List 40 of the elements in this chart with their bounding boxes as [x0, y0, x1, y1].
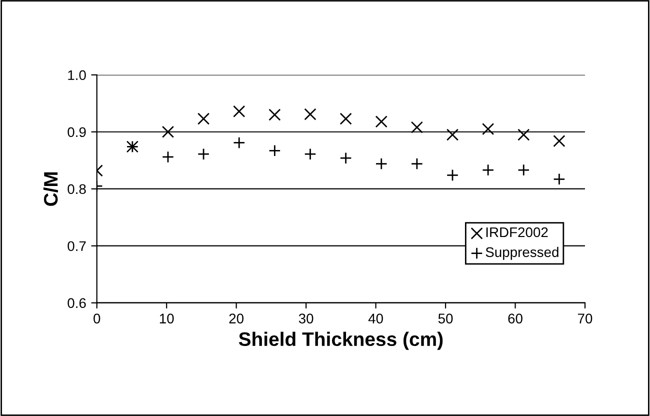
- point: [233, 105, 246, 118]
- x-tick-label: 20: [229, 314, 244, 324]
- legend-label: Suppressed: [486, 246, 558, 260]
- point: [197, 148, 210, 160]
- y-axis-title: C/M: [43, 172, 58, 206]
- point: [268, 144, 281, 157]
- x-tick-label: 60: [508, 314, 522, 324]
- point: [340, 152, 352, 164]
- point: [482, 122, 494, 136]
- legend-label: IRDF2002: [486, 227, 548, 238]
- x-tick-label: 10: [160, 314, 174, 324]
- y-tick-label: 0.9: [68, 127, 86, 138]
- point: [268, 108, 281, 121]
- point: [482, 164, 494, 176]
- y-tick-label: 1.0: [68, 70, 86, 80]
- x-tick-label: 70: [578, 314, 592, 324]
- point: [446, 169, 459, 182]
- point: [162, 126, 174, 138]
- point: [410, 121, 424, 134]
- point: [553, 134, 566, 148]
- point: [233, 136, 246, 149]
- x-tick-label: 40: [368, 314, 383, 324]
- x-axis-title: Shield Thickness (cm): [238, 332, 443, 350]
- x-tick-label: 30: [298, 314, 314, 324]
- point: [340, 112, 352, 125]
- y-tick-label: 0.7: [68, 241, 86, 252]
- x-tick-label: 50: [438, 314, 453, 324]
- point: [375, 116, 388, 128]
- y-tick-label: 0.8: [68, 184, 86, 194]
- point: [518, 128, 530, 141]
- point: [518, 164, 530, 176]
- x-tick-label: 0: [94, 314, 100, 324]
- point: [446, 128, 459, 141]
- point: [410, 158, 424, 170]
- point: [375, 158, 388, 170]
- point: [197, 112, 210, 125]
- point: [304, 108, 316, 120]
- point: [162, 150, 174, 164]
- y-tick-label: 0.6: [68, 298, 86, 308]
- point: [304, 148, 316, 160]
